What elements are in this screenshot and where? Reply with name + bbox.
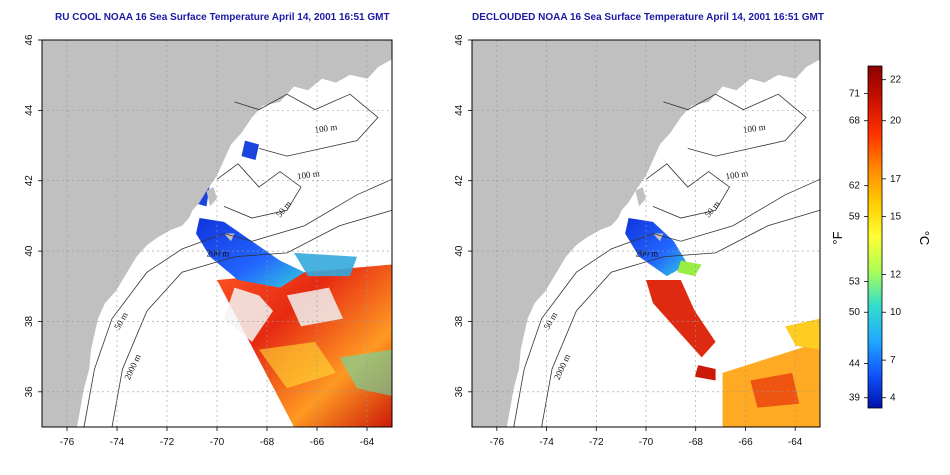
cloud-patch [224, 287, 273, 342]
y-tick-label: 46 [454, 34, 465, 46]
c-tick-label: 10 [890, 307, 902, 318]
land-mass [42, 40, 392, 427]
cape-cod [206, 187, 217, 207]
c-tick-label: 22 [890, 75, 902, 86]
sst-warm-patch [785, 318, 820, 350]
x-tick-label: -74 [110, 437, 125, 448]
x-tick-label: -64 [788, 437, 803, 448]
bathymetry-contour [645, 163, 731, 219]
cape-cod [635, 187, 646, 207]
c-tick-label: 17 [890, 174, 902, 185]
bathymetry-contour [111, 209, 393, 428]
sst-mid-patch [677, 260, 702, 277]
x-tick-label: -70 [210, 437, 225, 448]
x-tick-label: -68 [688, 437, 703, 448]
y-tick-label: 36 [24, 386, 35, 398]
contour-label: 100 m [296, 168, 320, 181]
sst-cold-shelf [294, 252, 357, 277]
f-tick-label: 62 [849, 181, 861, 192]
sst-warm-field [646, 279, 716, 358]
c-tick-label: 20 [890, 116, 902, 127]
bathymetry-contour [541, 209, 821, 428]
f-tick-label: 53 [849, 276, 861, 287]
x-tick-label: -70 [639, 437, 654, 448]
y-tick-label: 44 [24, 104, 35, 116]
sst-warm-patch [750, 372, 800, 408]
c-tick-label: 4 [890, 393, 896, 404]
sst-warm-patch [694, 365, 716, 381]
bathymetry-contour [663, 93, 807, 157]
y-tick-label: 38 [454, 315, 465, 327]
y-tick-label: 36 [454, 386, 465, 398]
celsius-unit-label: °C [917, 231, 932, 246]
contour-label: 100 m [314, 122, 338, 135]
y-tick-label: 38 [24, 315, 35, 327]
bathymetry-contour [234, 93, 379, 157]
land-mass [472, 40, 820, 427]
map-frame [471, 39, 821, 428]
f-tick-label: 59 [849, 211, 861, 222]
sst-mid-field [339, 349, 392, 397]
f-tick-label: 50 [849, 307, 861, 318]
x-tick-label: -64 [360, 437, 375, 448]
c-tick-label: 12 [890, 270, 902, 281]
bathymetry-contour [216, 163, 302, 219]
y-tick-label: 40 [24, 245, 35, 257]
fahrenheit-unit-label: °F [830, 231, 845, 244]
f-tick-label: 39 [849, 393, 861, 404]
sst-cold-shelf [625, 218, 688, 277]
x-tick-label: -74 [539, 437, 554, 448]
map-frame [41, 39, 393, 428]
y-tick-label: 42 [24, 175, 35, 187]
colorbar: 71 68 62 59 53 50 44 39 22 20 17 15 12 10 7 4 °F °C [830, 65, 932, 409]
contour-label: 100 m [742, 122, 766, 135]
c-tick-label: 7 [890, 355, 896, 366]
bathymetry-contour [83, 178, 393, 428]
x-tick-label: -72 [160, 437, 175, 448]
f-tick-label: 68 [849, 116, 861, 127]
x-tick-label: -76 [60, 437, 75, 448]
f-tick-label: 71 [849, 88, 861, 99]
sst-cold-shelf [196, 218, 305, 288]
f-tick-label: 44 [849, 359, 861, 370]
y-tick-label: 44 [454, 104, 465, 116]
y-tick-label: 42 [454, 175, 465, 187]
c-tick-label: 15 [890, 211, 902, 222]
map-right-title: DECLOUDED NOAA 16 Sea Surface Temperatur… [472, 12, 824, 23]
cloud-patch [287, 287, 343, 327]
x-tick-label: -66 [310, 437, 325, 448]
x-tick-label: -66 [738, 437, 753, 448]
x-tick-label: -76 [490, 437, 505, 448]
contour-label: 100 m [725, 168, 749, 181]
map-left-title: RU COOL NOAA 16 Sea Surface Temperature … [55, 12, 390, 23]
colorbar-bar [867, 65, 883, 409]
x-tick-label: -68 [260, 437, 275, 448]
x-tick-label: -72 [589, 437, 604, 448]
bathymetry-contour [513, 178, 821, 428]
contour-label: 200 m [207, 249, 230, 259]
y-tick-label: 46 [24, 34, 35, 46]
y-tick-label: 40 [454, 245, 465, 257]
sst-cold-patch [241, 140, 259, 160]
contour-label: 200 m [636, 249, 659, 259]
